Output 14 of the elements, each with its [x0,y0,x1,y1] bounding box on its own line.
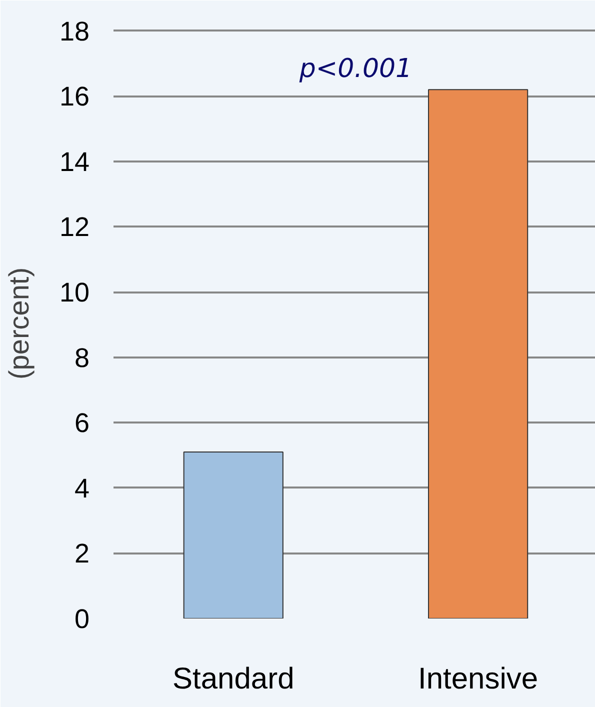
y-axis-title: (percent) [3,267,34,380]
y-tick-label: 14 [59,146,90,177]
y-tick-label: 0 [74,604,90,634]
y-tick-label: 10 [59,278,90,308]
y-tick-label: 4 [74,473,90,504]
y-tick-label: 18 [59,16,90,46]
y-tick-label: 8 [74,342,90,373]
x-tick-label: Intensive [418,662,538,696]
x-tick-label: Standard [172,662,294,696]
y-tick-label: 2 [74,538,90,569]
annotation: p<0.001 [298,54,412,84]
y-tick-label: 6 [74,408,90,438]
y-tick-label: 12 [59,212,90,242]
y-tick-label: 16 [59,82,90,112]
